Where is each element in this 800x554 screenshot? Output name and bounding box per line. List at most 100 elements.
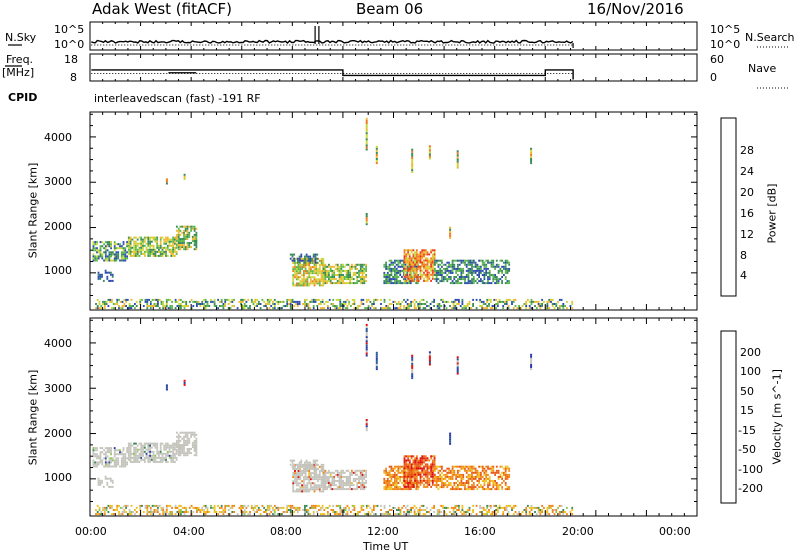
power-cell (129, 242, 132, 245)
power-cell (537, 303, 540, 305)
velocity-cell (335, 513, 338, 516)
power-cell (365, 136, 368, 139)
power-cell (109, 300, 111, 303)
power-cell (439, 267, 442, 270)
velocity-cell (408, 481, 411, 484)
velocity-cell (374, 504, 377, 507)
velocity-cell (305, 461, 308, 464)
velocity-cell (127, 444, 130, 447)
power-cell (479, 300, 481, 303)
velocity-cell (440, 511, 443, 513)
power-cell (266, 303, 269, 305)
power-cell (394, 276, 396, 278)
velocity-cell (151, 454, 153, 457)
power-cell (298, 303, 301, 305)
power-cell (110, 241, 112, 244)
velocity-cell (170, 460, 173, 463)
power-cell (186, 233, 189, 236)
velocity-cell (322, 484, 325, 487)
velocity-cell (349, 475, 351, 478)
power-cell (411, 167, 414, 170)
velocity-cell (403, 459, 406, 462)
power-cell (322, 267, 325, 270)
power-cell (338, 278, 341, 281)
velocity-cell (193, 450, 196, 453)
velocity-cell (94, 461, 97, 464)
velocity-cell (156, 448, 159, 451)
sky-search-trace (8, 26, 790, 48)
velocity-cell (405, 465, 408, 468)
power-cell (295, 268, 298, 271)
power-cell (323, 303, 326, 305)
velocity-cell (295, 490, 298, 493)
power-cell (465, 307, 467, 310)
power-cell (403, 249, 406, 252)
power-cell (365, 298, 368, 301)
power-cell (227, 298, 230, 301)
power-cell (308, 266, 311, 269)
velocity-cell (120, 459, 123, 462)
power-cell (342, 263, 344, 266)
power-cell (286, 305, 289, 307)
velocity-cell (170, 456, 173, 459)
panel-frame (89, 317, 698, 517)
power-cell (309, 257, 312, 260)
power-cell (151, 244, 153, 247)
power-cell (448, 263, 450, 266)
velocity-cell (440, 504, 443, 507)
power-cell (501, 276, 503, 278)
power-cell (166, 244, 169, 247)
power-cell (416, 251, 418, 254)
velocity-cell (348, 506, 350, 509)
velocity-cell (339, 511, 342, 513)
velocity-cell (426, 465, 429, 468)
power-cell (168, 238, 171, 241)
power-cell (463, 307, 466, 310)
velocity-cell (92, 449, 95, 452)
velocity-cell (174, 446, 176, 449)
power-cell (535, 300, 538, 303)
velocity-cell (108, 459, 111, 462)
velocity-cell (195, 441, 198, 444)
power-cell (304, 257, 306, 260)
power-cell (311, 280, 314, 283)
velocity-cell (252, 509, 255, 511)
power-cell (417, 303, 420, 305)
velocity-cell (456, 509, 458, 511)
velocity-cell (562, 509, 565, 511)
velocity-cell (383, 504, 386, 507)
power-cell (222, 307, 225, 310)
velocity-cell (110, 453, 112, 456)
power-cell (449, 232, 452, 235)
power-cell (494, 278, 496, 281)
power-cell (141, 298, 143, 301)
power-cell (136, 250, 139, 253)
velocity-cell (136, 454, 139, 457)
power-cell (152, 236, 155, 239)
velocity-cell (294, 474, 296, 477)
velocity-cell (338, 488, 341, 491)
power-cell (363, 280, 366, 283)
power-cell (317, 280, 319, 283)
velocity-cell (328, 469, 330, 472)
power-cell (146, 298, 149, 301)
velocity-cell (157, 509, 159, 511)
velocity-cell (481, 511, 483, 513)
power-cell (152, 244, 155, 247)
velocity-cell (270, 511, 273, 513)
power-cell (500, 300, 503, 303)
velocity-cell (298, 509, 301, 511)
velocity-cell (96, 465, 98, 468)
power-cell (381, 307, 384, 310)
power-cell (419, 265, 422, 268)
velocity-cell (106, 477, 109, 480)
power-cell (476, 265, 479, 268)
power-cell (145, 246, 148, 249)
velocity-cell (149, 506, 152, 509)
power-cell (403, 279, 406, 282)
velocity-cell (323, 509, 326, 511)
velocity-cell (506, 477, 509, 480)
power-cell (129, 246, 132, 249)
velocity-cell (108, 477, 110, 480)
power-cell (449, 305, 451, 307)
